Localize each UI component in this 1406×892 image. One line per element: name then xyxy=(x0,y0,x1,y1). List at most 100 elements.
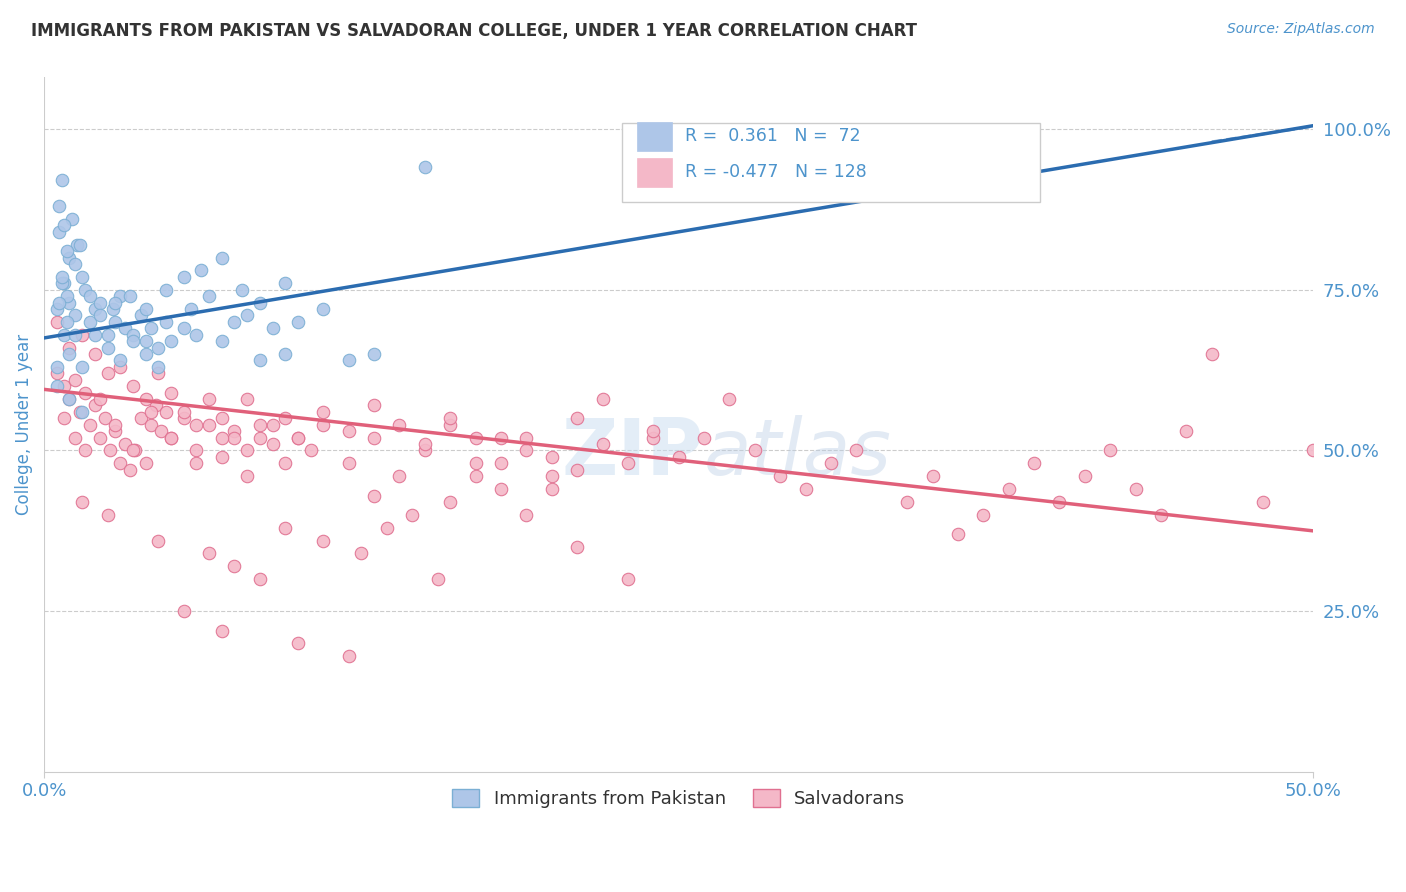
Point xyxy=(413,437,436,451)
Point xyxy=(363,399,385,413)
Point xyxy=(312,417,335,432)
Point xyxy=(180,301,202,316)
Point xyxy=(287,431,309,445)
Point xyxy=(249,572,271,586)
Point xyxy=(63,309,86,323)
Point xyxy=(1074,469,1097,483)
Point xyxy=(89,392,111,406)
Point xyxy=(224,559,246,574)
Point xyxy=(56,315,79,329)
Point xyxy=(375,521,398,535)
Point xyxy=(63,373,86,387)
Text: R =  0.361   N =  72: R = 0.361 N = 72 xyxy=(685,127,860,145)
Point xyxy=(89,431,111,445)
Point xyxy=(363,431,385,445)
Point xyxy=(224,424,246,438)
Point xyxy=(63,327,86,342)
Point xyxy=(211,450,233,464)
Point xyxy=(274,411,297,425)
Point xyxy=(104,315,127,329)
Point xyxy=(48,295,70,310)
Point xyxy=(94,411,117,425)
Bar xyxy=(637,158,672,187)
Point xyxy=(363,489,385,503)
Point xyxy=(224,315,246,329)
Point xyxy=(426,572,449,586)
Point xyxy=(135,392,157,406)
Point xyxy=(565,540,588,554)
Point xyxy=(401,508,423,522)
Point xyxy=(122,443,145,458)
Point xyxy=(997,482,1019,496)
Point xyxy=(439,411,461,425)
Point xyxy=(186,417,208,432)
Point xyxy=(1201,347,1223,361)
Text: IMMIGRANTS FROM PAKISTAN VS SALVADORAN COLLEGE, UNDER 1 YEAR CORRELATION CHART: IMMIGRANTS FROM PAKISTAN VS SALVADORAN C… xyxy=(31,22,917,40)
Point xyxy=(104,295,127,310)
Point xyxy=(83,301,105,316)
Point xyxy=(160,385,183,400)
Point xyxy=(97,508,120,522)
Point xyxy=(820,456,842,470)
Point xyxy=(70,269,93,284)
Point xyxy=(110,359,132,374)
Point xyxy=(97,367,120,381)
Point xyxy=(299,443,322,458)
Point xyxy=(148,367,170,381)
Point xyxy=(439,495,461,509)
Point xyxy=(489,482,512,496)
Point xyxy=(565,411,588,425)
Point xyxy=(1150,508,1173,522)
Point xyxy=(769,469,792,483)
Point xyxy=(145,399,167,413)
Point xyxy=(114,321,136,335)
Point xyxy=(186,327,208,342)
Point xyxy=(274,347,297,361)
Point xyxy=(337,456,360,470)
Point xyxy=(693,431,716,445)
Point xyxy=(135,347,157,361)
Point xyxy=(53,379,76,393)
Point xyxy=(56,244,79,259)
Bar xyxy=(637,122,672,151)
Point xyxy=(51,277,73,291)
Point xyxy=(1049,495,1071,509)
Point xyxy=(198,417,221,432)
Point xyxy=(249,417,271,432)
Point xyxy=(45,379,67,393)
Point xyxy=(190,263,212,277)
Point xyxy=(69,237,91,252)
Point xyxy=(45,301,67,316)
Point xyxy=(69,405,91,419)
Point xyxy=(198,546,221,560)
Point xyxy=(60,211,83,226)
Point xyxy=(70,359,93,374)
Point xyxy=(148,533,170,548)
Point xyxy=(262,417,284,432)
Point xyxy=(110,353,132,368)
Point xyxy=(101,301,124,316)
Text: R = -0.477   N = 128: R = -0.477 N = 128 xyxy=(685,163,866,181)
Point xyxy=(70,405,93,419)
Point xyxy=(58,251,80,265)
Point xyxy=(73,283,96,297)
Point xyxy=(515,443,537,458)
FancyBboxPatch shape xyxy=(621,122,1040,202)
Point xyxy=(287,431,309,445)
Point xyxy=(287,315,309,329)
Point xyxy=(464,469,486,483)
Point xyxy=(160,431,183,445)
Point xyxy=(139,321,162,335)
Point xyxy=(413,443,436,458)
Point xyxy=(110,456,132,470)
Point xyxy=(1302,443,1324,458)
Point xyxy=(1251,495,1274,509)
Point xyxy=(120,289,142,303)
Point xyxy=(97,327,120,342)
Point xyxy=(249,295,271,310)
Point xyxy=(70,495,93,509)
Point xyxy=(198,289,221,303)
Point xyxy=(53,327,76,342)
Point xyxy=(73,385,96,400)
Point xyxy=(135,301,157,316)
